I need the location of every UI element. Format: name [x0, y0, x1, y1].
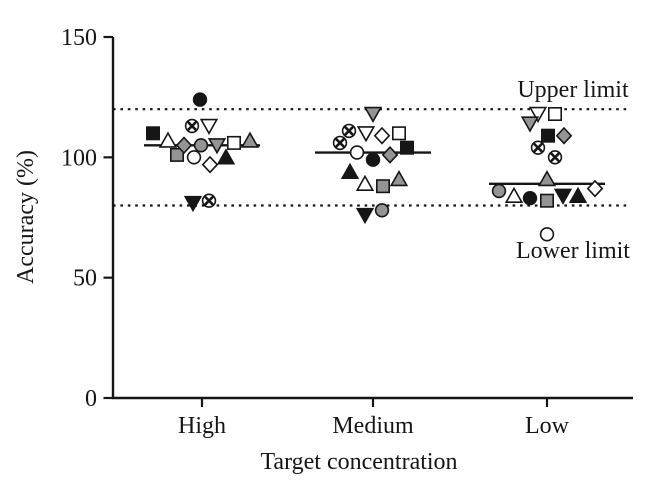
lower-limit-label: Lower limit [516, 238, 630, 264]
marker-circle-cross-1-low [530, 140, 546, 155]
y-tick-label-50: 50 [73, 266, 97, 292]
marker-gray-square-medium [376, 179, 390, 194]
marker-filled-circle-high [192, 92, 208, 107]
marker-gray-circle-medium [374, 203, 390, 218]
marker-circle-cross-1-medium [341, 123, 357, 139]
marker-open-diamond-medium [373, 126, 391, 145]
marker-filled-triangle-up-low [568, 186, 588, 204]
marker-open-square-high [227, 135, 241, 150]
marker-filled-square-medium [400, 140, 414, 155]
marker-filled-triangle-down-low [553, 188, 573, 205]
marker-filled-square-low [541, 128, 555, 143]
y-tick-label-100: 100 [61, 145, 97, 171]
marker-filled-triangle-up-high [216, 148, 236, 165]
marker-gray-triangle-up-high [240, 131, 260, 148]
marker-gray-triangle-down-low [520, 116, 540, 133]
marker-filled-circle-medium [365, 152, 381, 167]
y-axis-title: Accuracy (%) [13, 150, 39, 284]
marker-open-circle-low [539, 227, 555, 242]
x-tick-label-low: Low [525, 413, 570, 439]
marker-open-triangle-up-low [504, 186, 524, 204]
marker-gray-diamond-medium [381, 146, 399, 164]
marker-open-diamond-high [201, 155, 219, 174]
marker-open-square-low [548, 107, 562, 121]
marker-gray-circle-high [193, 138, 209, 153]
x-tick-label-high: High [178, 413, 226, 439]
marker-open-triangle-down-low [528, 106, 548, 124]
marker-open-triangle-down-high [199, 118, 219, 136]
marker-open-circle-medium [349, 145, 365, 160]
marker-gray-diamond-low [555, 126, 573, 145]
marker-open-triangle-up-high [158, 131, 178, 148]
marker-gray-triangle-down-high [207, 138, 227, 155]
y-axis-ticks: 0 50 100 150 [61, 25, 113, 412]
marker-gray-circle-low [491, 183, 507, 199]
y-tick-label-150: 150 [61, 25, 97, 51]
data-points-layer [146, 92, 604, 242]
marker-circle-cross-2-medium [332, 135, 348, 151]
marker-gray-triangle-up-low [537, 169, 557, 187]
marker-circle-cross-1-high [184, 118, 200, 134]
marker-gray-diamond-high [175, 136, 193, 155]
upper-limit-label: Upper limit [517, 77, 629, 103]
marker-filled-triangle-up-medium [340, 162, 360, 180]
x-axis-ticks: High Medium Low [178, 398, 570, 439]
x-axis-title: Target concentration [260, 449, 457, 475]
marker-filled-square-high [146, 126, 160, 141]
marker-gray-triangle-down-medium [363, 106, 383, 124]
marker-circle-cross-2-high [201, 193, 217, 208]
marker-open-diamond-low [586, 179, 604, 198]
marker-filled-circle-low [522, 190, 538, 206]
marker-filled-triangle-down-medium [355, 207, 375, 225]
x-tick-label-medium: Medium [332, 413, 414, 439]
marker-gray-triangle-up-medium [389, 169, 409, 187]
marker-gray-square-low [540, 193, 554, 208]
y-tick-label-0: 0 [85, 386, 97, 412]
marker-circle-cross-2-low [547, 150, 563, 165]
marker-open-square-medium [392, 126, 406, 141]
marker-open-circle-high [186, 150, 202, 165]
marker-open-triangle-up-medium [355, 174, 375, 192]
marker-gray-square-high [170, 147, 184, 162]
marker-open-triangle-down-medium [356, 126, 376, 143]
marker-filled-triangle-down-high [183, 195, 203, 213]
